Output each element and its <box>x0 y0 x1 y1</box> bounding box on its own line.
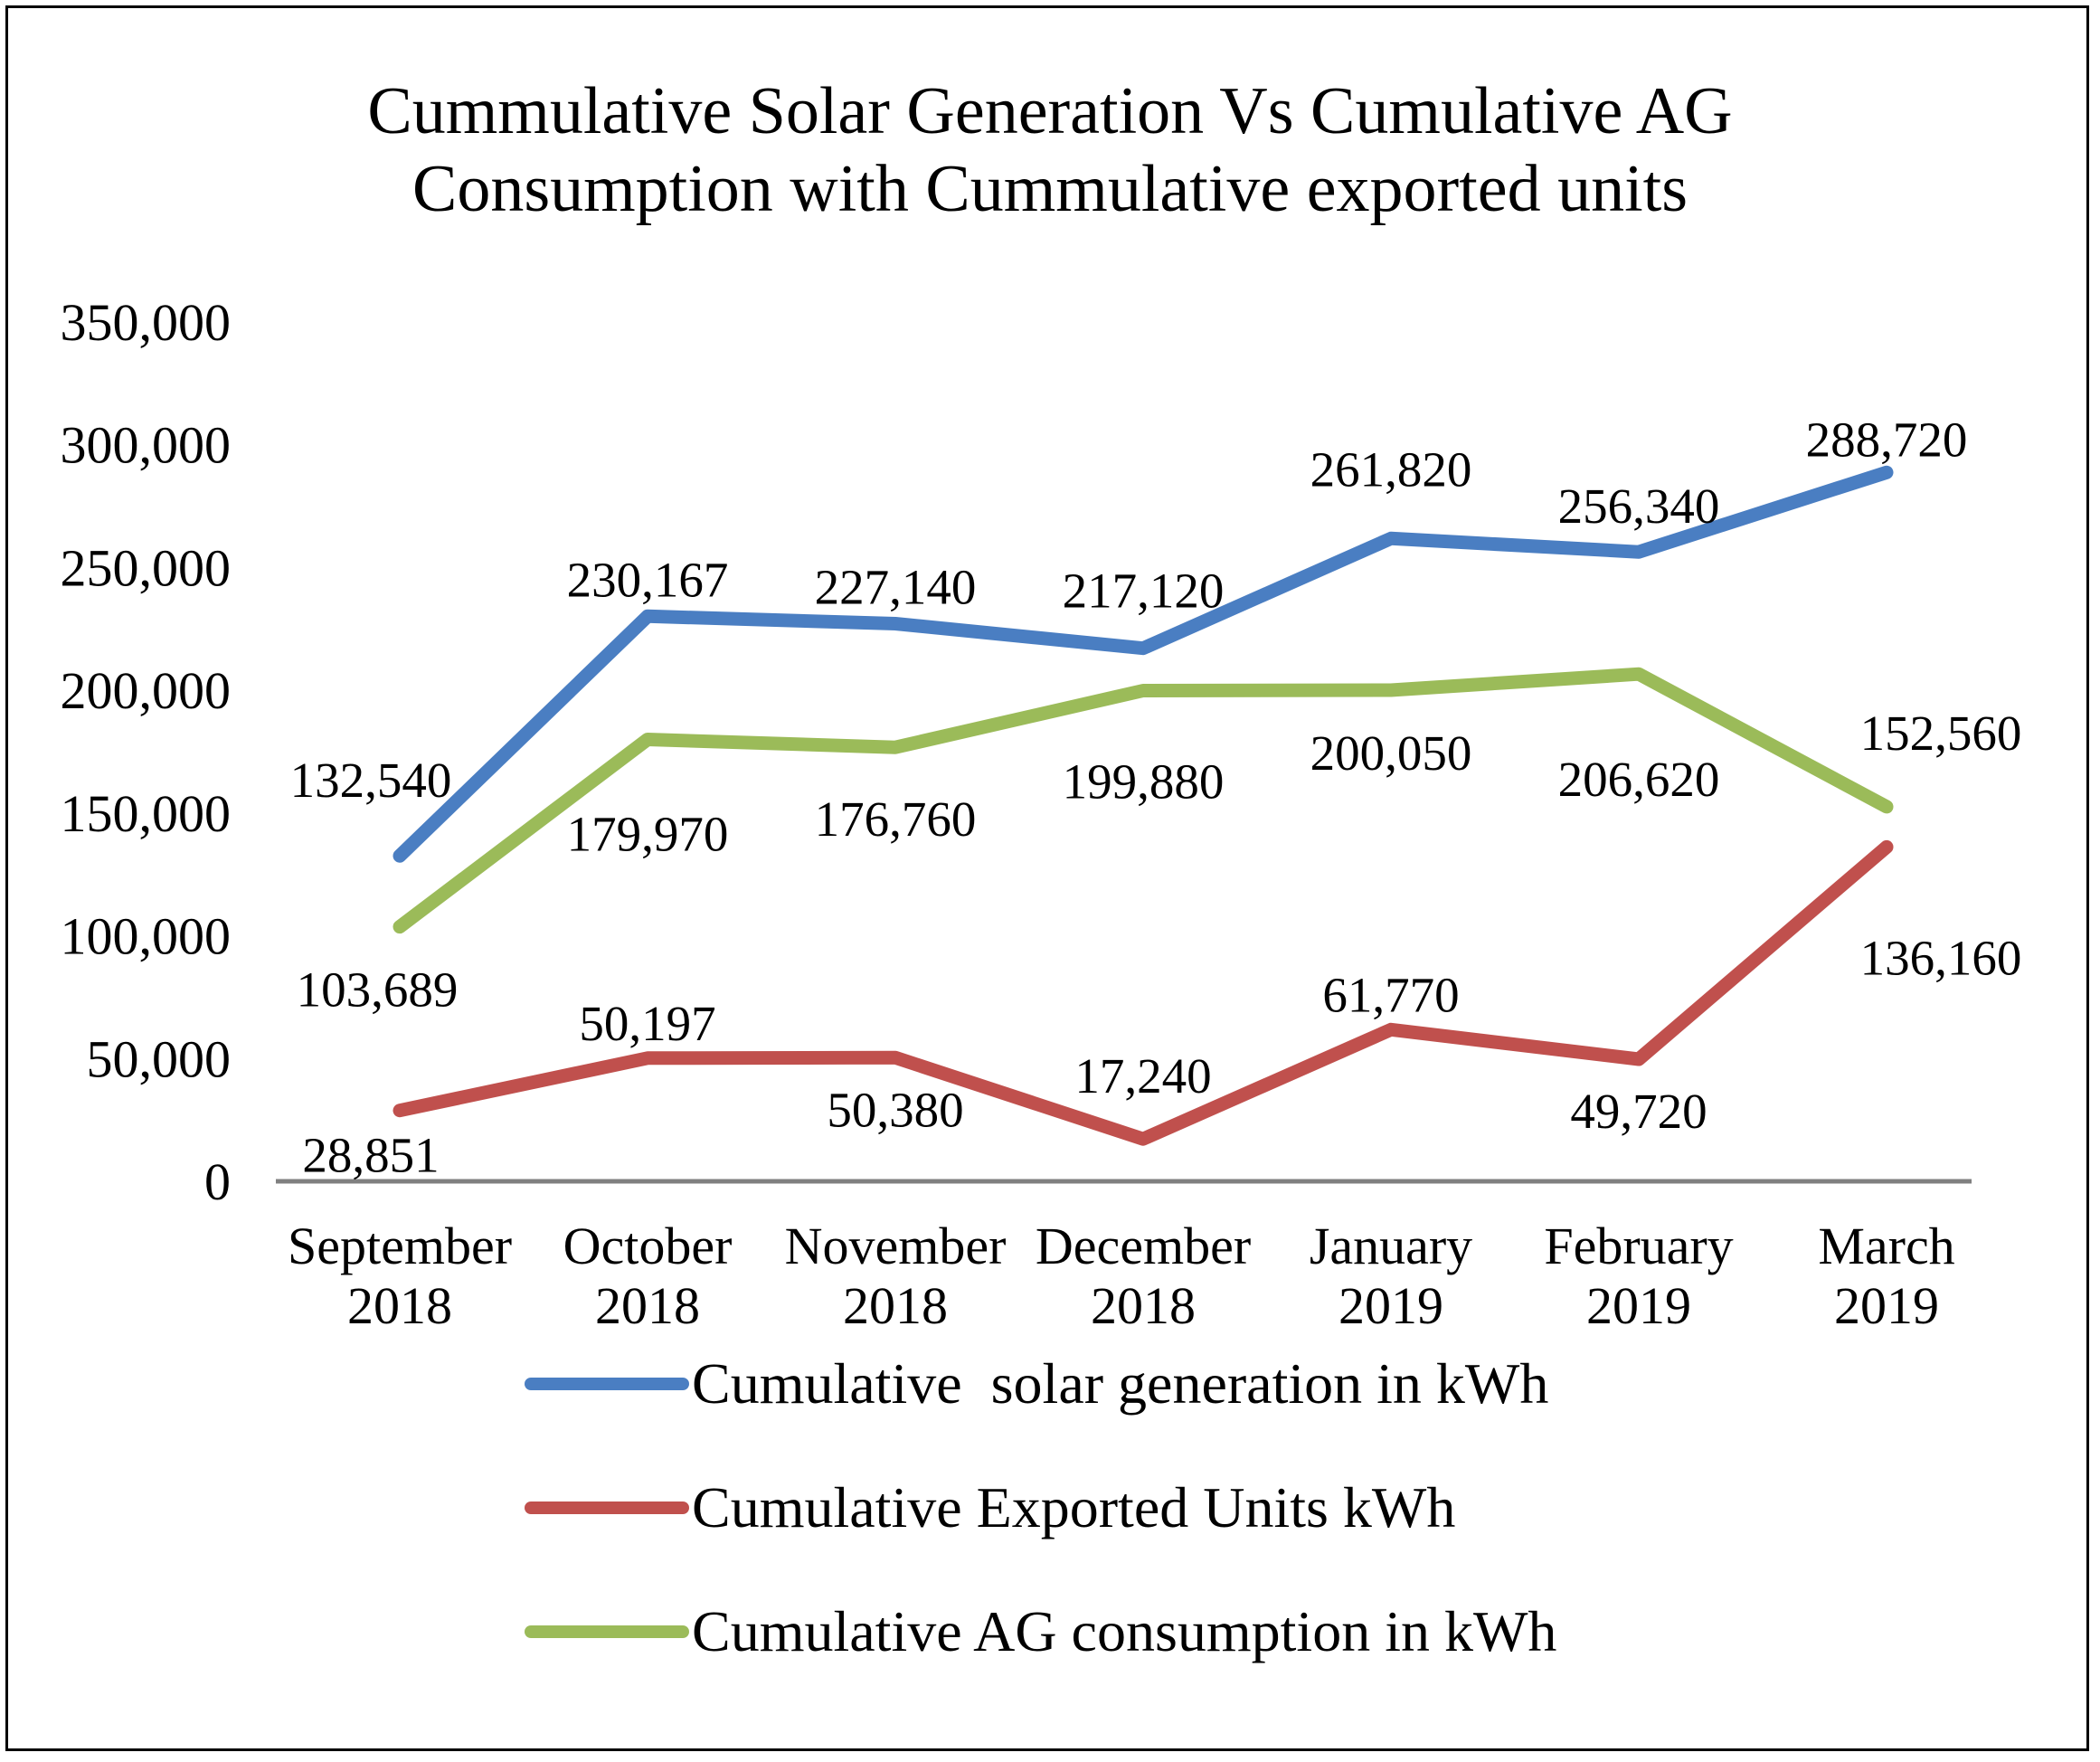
legend-item-solar-generation: Cumulative solar generation in kWh <box>525 1352 1700 1416</box>
legend-swatch-exported-units <box>525 1501 689 1514</box>
x-tick-label: March <box>1818 1217 1954 1275</box>
data-label-exported-units: 49,720 <box>1570 1084 1707 1139</box>
legend-label-exported-units: Cumulative Exported Units kWh <box>692 1475 1456 1539</box>
data-label-solar-generation: 217,120 <box>1063 564 1225 619</box>
y-tick-label: 250,000 <box>61 538 232 597</box>
legend-label-solar-generation: Cumulative solar generation in kWh <box>692 1351 1549 1416</box>
data-label-solar-generation: 256,340 <box>1558 478 1720 534</box>
y-tick-label: 0 <box>204 1152 231 1211</box>
x-tick-label-year: 2018 <box>843 1276 948 1335</box>
y-tick-label: 300,000 <box>61 416 232 475</box>
data-label-solar-generation: 230,167 <box>567 552 729 607</box>
x-tick-label-year: 2019 <box>1586 1276 1691 1335</box>
series-line-ag-consumption <box>393 667 1894 934</box>
data-label-ag-consumption: 200,050 <box>1310 725 1472 781</box>
data-label-exported-units: 136,160 <box>1860 930 2022 985</box>
data-label-ag-consumption: 176,760 <box>815 791 977 847</box>
x-tick-label: October <box>563 1217 733 1275</box>
legend-item-ag-consumption: Cumulative AG consumption in kWh <box>525 1600 1700 1663</box>
y-tick-label: 100,000 <box>61 907 232 966</box>
x-tick-label-year: 2018 <box>595 1276 700 1335</box>
x-tick-label: January <box>1310 1217 1472 1275</box>
x-tick-label-year: 2018 <box>347 1276 452 1335</box>
y-tick-label: 150,000 <box>61 784 232 843</box>
data-label-exported-units: 50,380 <box>827 1082 963 1137</box>
data-label-solar-generation: 132,540 <box>290 753 452 808</box>
y-tick-label: 350,000 <box>61 293 232 352</box>
x-tick-label: September <box>288 1217 512 1275</box>
legend-label-ag-consumption: Cumulative AG consumption in kWh <box>692 1599 1557 1663</box>
data-label-solar-generation: 288,720 <box>1806 412 1968 467</box>
legend-swatch-ag-consumption <box>525 1625 689 1638</box>
chart-title: Cummulative Solar Generation Vs Cumulati… <box>0 72 2100 228</box>
data-label-ag-consumption: 103,689 <box>297 962 459 1018</box>
data-label-ag-consumption: 206,620 <box>1558 752 1720 807</box>
data-label-ag-consumption: 199,880 <box>1063 753 1225 809</box>
x-tick-label: December <box>1036 1217 1251 1275</box>
data-label-exported-units: 61,770 <box>1322 967 1459 1022</box>
x-tick-label-year: 2019 <box>1339 1276 1443 1335</box>
data-label-solar-generation: 227,140 <box>815 559 977 614</box>
data-label-exported-units: 17,240 <box>1074 1048 1211 1104</box>
x-tick-label: November <box>785 1217 1007 1275</box>
series-line-exported-units <box>393 839 1894 1146</box>
series-line-solar-generation <box>393 465 1894 863</box>
legend-item-exported-units: Cumulative Exported Units kWh <box>525 1476 1700 1539</box>
data-label-exported-units: 28,851 <box>302 1128 439 1183</box>
chart-title-line-1: Cummulative Solar Generation Vs Cumulati… <box>367 74 1733 148</box>
x-tick-label-year: 2019 <box>1834 1276 1939 1335</box>
data-label-ag-consumption: 179,970 <box>567 807 729 862</box>
data-label-exported-units: 50,197 <box>579 996 715 1051</box>
legend-swatch-solar-generation <box>525 1378 689 1390</box>
data-label-ag-consumption: 152,560 <box>1860 706 2022 761</box>
x-tick-label-year: 2018 <box>1091 1276 1196 1335</box>
x-tick-label: February <box>1544 1217 1733 1275</box>
y-tick-label: 200,000 <box>61 661 232 720</box>
data-label-solar-generation: 261,820 <box>1310 441 1472 497</box>
y-tick-label: 50,000 <box>87 1029 232 1088</box>
chart-title-line-2: Consumption with Cummulative exported un… <box>411 152 1689 226</box>
chart-frame <box>5 5 2089 1751</box>
